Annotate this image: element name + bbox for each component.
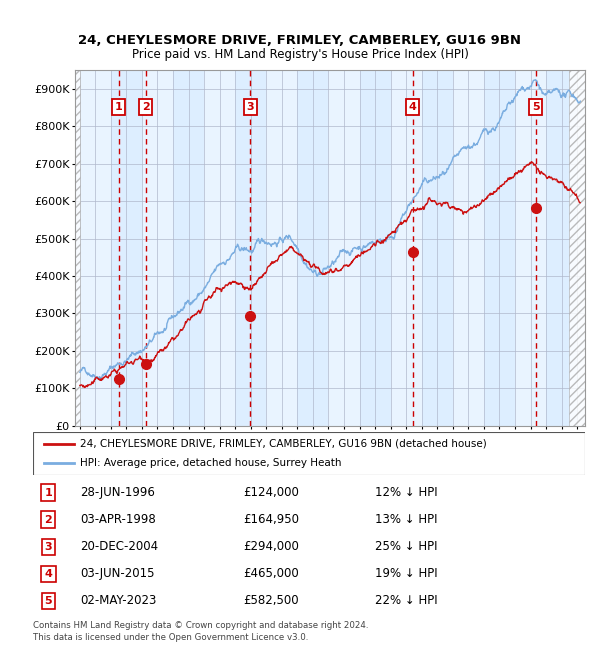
Text: 03-JUN-2015: 03-JUN-2015 bbox=[80, 567, 154, 580]
Text: Contains HM Land Registry data © Crown copyright and database right 2024.: Contains HM Land Registry data © Crown c… bbox=[33, 621, 368, 630]
Text: 2: 2 bbox=[44, 515, 52, 525]
Text: 03-APR-1998: 03-APR-1998 bbox=[80, 513, 155, 526]
Text: 19% ↓ HPI: 19% ↓ HPI bbox=[375, 567, 438, 580]
Text: 3: 3 bbox=[44, 541, 52, 552]
Text: 3: 3 bbox=[247, 102, 254, 112]
Bar bbox=[204, 70, 235, 426]
Bar bbox=[453, 70, 484, 426]
Text: 1: 1 bbox=[44, 488, 52, 497]
Text: 22% ↓ HPI: 22% ↓ HPI bbox=[375, 594, 438, 607]
Text: 2: 2 bbox=[142, 102, 149, 112]
Text: This data is licensed under the Open Government Licence v3.0.: This data is licensed under the Open Gov… bbox=[33, 632, 308, 642]
Bar bbox=[80, 70, 111, 426]
Text: 4: 4 bbox=[44, 569, 52, 578]
Text: 12% ↓ HPI: 12% ↓ HPI bbox=[375, 486, 438, 499]
Text: 24, CHEYLESMORE DRIVE, FRIMLEY, CAMBERLEY, GU16 9BN: 24, CHEYLESMORE DRIVE, FRIMLEY, CAMBERLE… bbox=[79, 34, 521, 47]
Text: 1: 1 bbox=[115, 102, 122, 112]
Text: 4: 4 bbox=[409, 102, 416, 112]
Text: 24, CHEYLESMORE DRIVE, FRIMLEY, CAMBERLEY, GU16 9BN (detached house): 24, CHEYLESMORE DRIVE, FRIMLEY, CAMBERLE… bbox=[80, 439, 487, 448]
Text: Price paid vs. HM Land Registry's House Price Index (HPI): Price paid vs. HM Land Registry's House … bbox=[131, 48, 469, 61]
Bar bbox=[328, 70, 359, 426]
Text: 02-MAY-2023: 02-MAY-2023 bbox=[80, 594, 156, 607]
Bar bbox=[515, 70, 546, 426]
Bar bbox=[391, 70, 422, 426]
Text: 5: 5 bbox=[44, 596, 52, 606]
Bar bbox=[142, 70, 173, 426]
Bar bbox=[577, 70, 585, 426]
Text: £164,950: £164,950 bbox=[243, 513, 299, 526]
Bar bbox=[266, 70, 298, 426]
Text: £124,000: £124,000 bbox=[243, 486, 299, 499]
Text: £465,000: £465,000 bbox=[243, 567, 299, 580]
Text: £582,500: £582,500 bbox=[243, 594, 298, 607]
Text: 25% ↓ HPI: 25% ↓ HPI bbox=[375, 540, 438, 553]
Text: 28-JUN-1996: 28-JUN-1996 bbox=[80, 486, 155, 499]
Text: 5: 5 bbox=[532, 102, 539, 112]
Text: HPI: Average price, detached house, Surrey Heath: HPI: Average price, detached house, Surr… bbox=[80, 458, 341, 468]
Text: 20-DEC-2004: 20-DEC-2004 bbox=[80, 540, 158, 553]
Text: 13% ↓ HPI: 13% ↓ HPI bbox=[375, 513, 438, 526]
Text: £294,000: £294,000 bbox=[243, 540, 299, 553]
